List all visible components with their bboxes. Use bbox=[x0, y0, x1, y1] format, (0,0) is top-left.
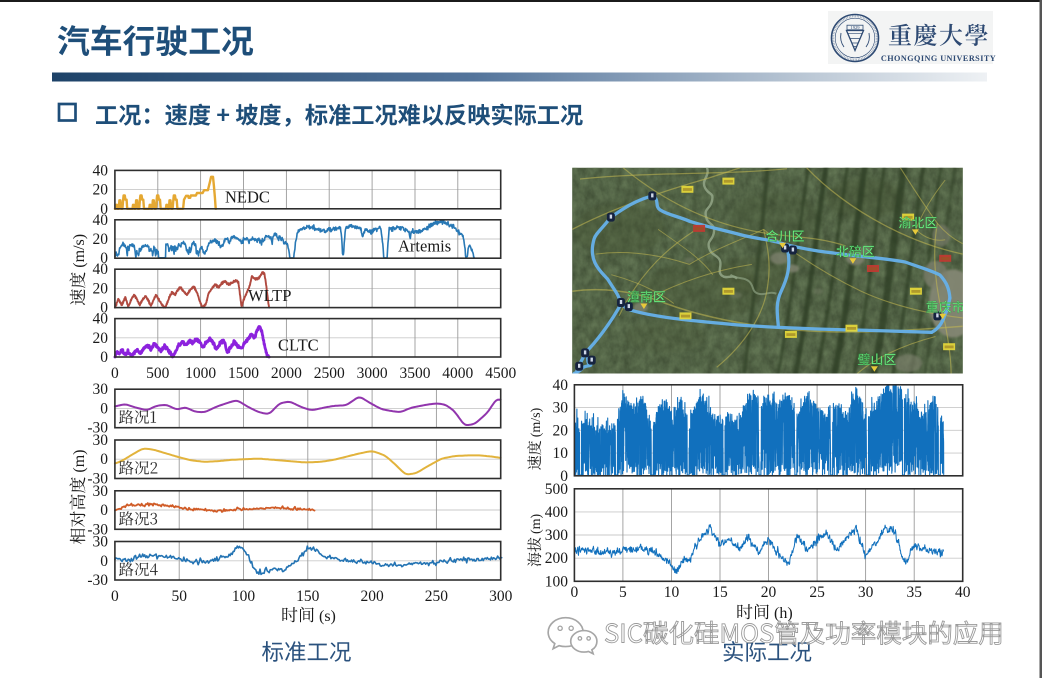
svg-text:30: 30 bbox=[93, 432, 109, 449]
svg-text:40: 40 bbox=[93, 162, 109, 179]
svg-text:250: 250 bbox=[425, 588, 449, 605]
svg-text:30: 30 bbox=[93, 534, 109, 551]
svg-text:4500: 4500 bbox=[485, 365, 516, 382]
svg-text:20: 20 bbox=[93, 231, 109, 248]
svg-text:0: 0 bbox=[100, 400, 108, 417]
svg-text:10: 10 bbox=[553, 445, 569, 462]
svg-text:500: 500 bbox=[146, 365, 170, 382]
svg-text:40: 40 bbox=[93, 212, 109, 229]
svg-text:40: 40 bbox=[93, 311, 109, 328]
svg-text:2500: 2500 bbox=[314, 365, 345, 382]
svg-text:20: 20 bbox=[553, 422, 569, 439]
svg-text:(m): (m) bbox=[529, 513, 544, 534]
svg-text:20: 20 bbox=[93, 330, 109, 347]
svg-text:35: 35 bbox=[906, 584, 922, 601]
svg-text:20: 20 bbox=[93, 280, 109, 297]
svg-text:CLTC: CLTC bbox=[278, 336, 319, 355]
svg-text:20: 20 bbox=[761, 584, 777, 601]
svg-text:25: 25 bbox=[809, 584, 825, 601]
svg-text:3000: 3000 bbox=[357, 365, 388, 382]
svg-text:-30: -30 bbox=[87, 572, 108, 589]
svg-text:Artemis: Artemis bbox=[398, 237, 451, 256]
svg-text:100: 100 bbox=[232, 588, 256, 605]
svg-text:100: 100 bbox=[545, 573, 569, 590]
svg-text:0: 0 bbox=[111, 365, 119, 382]
svg-text:1500: 1500 bbox=[228, 365, 259, 382]
svg-text:0: 0 bbox=[100, 451, 108, 468]
svg-text:300: 300 bbox=[545, 527, 569, 544]
svg-text:(s): (s) bbox=[319, 608, 336, 625]
svg-text:40: 40 bbox=[553, 377, 569, 394]
svg-text:20: 20 bbox=[93, 182, 109, 199]
svg-text:NEDC: NEDC bbox=[225, 187, 270, 206]
svg-text:10: 10 bbox=[664, 584, 680, 601]
svg-text:150: 150 bbox=[296, 588, 320, 605]
svg-text:0: 0 bbox=[111, 588, 119, 605]
svg-text:300: 300 bbox=[489, 588, 513, 605]
svg-text:30: 30 bbox=[553, 400, 569, 417]
svg-text:2000: 2000 bbox=[271, 365, 302, 382]
svg-text:200: 200 bbox=[360, 588, 384, 605]
svg-text:0: 0 bbox=[100, 502, 108, 519]
svg-text:4000: 4000 bbox=[442, 365, 473, 382]
svg-text:(m/s): (m/s) bbox=[529, 407, 544, 437]
svg-text:1929: 1929 bbox=[850, 25, 860, 30]
svg-text:0: 0 bbox=[571, 584, 579, 601]
svg-text:3500: 3500 bbox=[400, 365, 431, 382]
svg-text:(h): (h) bbox=[774, 605, 793, 622]
svg-text:40: 40 bbox=[955, 584, 971, 601]
svg-text:15: 15 bbox=[712, 584, 728, 601]
svg-text:0: 0 bbox=[100, 553, 108, 570]
svg-text:WLTP: WLTP bbox=[248, 286, 291, 305]
svg-text:50: 50 bbox=[171, 588, 187, 605]
svg-text:30: 30 bbox=[93, 381, 109, 398]
svg-text:5: 5 bbox=[619, 584, 627, 601]
svg-text:(m/s): (m/s) bbox=[71, 234, 88, 268]
svg-text:200: 200 bbox=[545, 550, 569, 567]
svg-text:0: 0 bbox=[100, 349, 108, 366]
svg-text:1000: 1000 bbox=[185, 365, 216, 382]
svg-text:500: 500 bbox=[545, 481, 569, 498]
svg-text:CHONGQING UNIVERSITY: CHONGQING UNIVERSITY bbox=[881, 54, 996, 63]
svg-text:30: 30 bbox=[858, 584, 874, 601]
svg-text:400: 400 bbox=[545, 504, 569, 521]
svg-text:30: 30 bbox=[93, 483, 109, 500]
svg-text:(m): (m) bbox=[71, 449, 88, 472]
svg-text:40: 40 bbox=[93, 261, 109, 278]
